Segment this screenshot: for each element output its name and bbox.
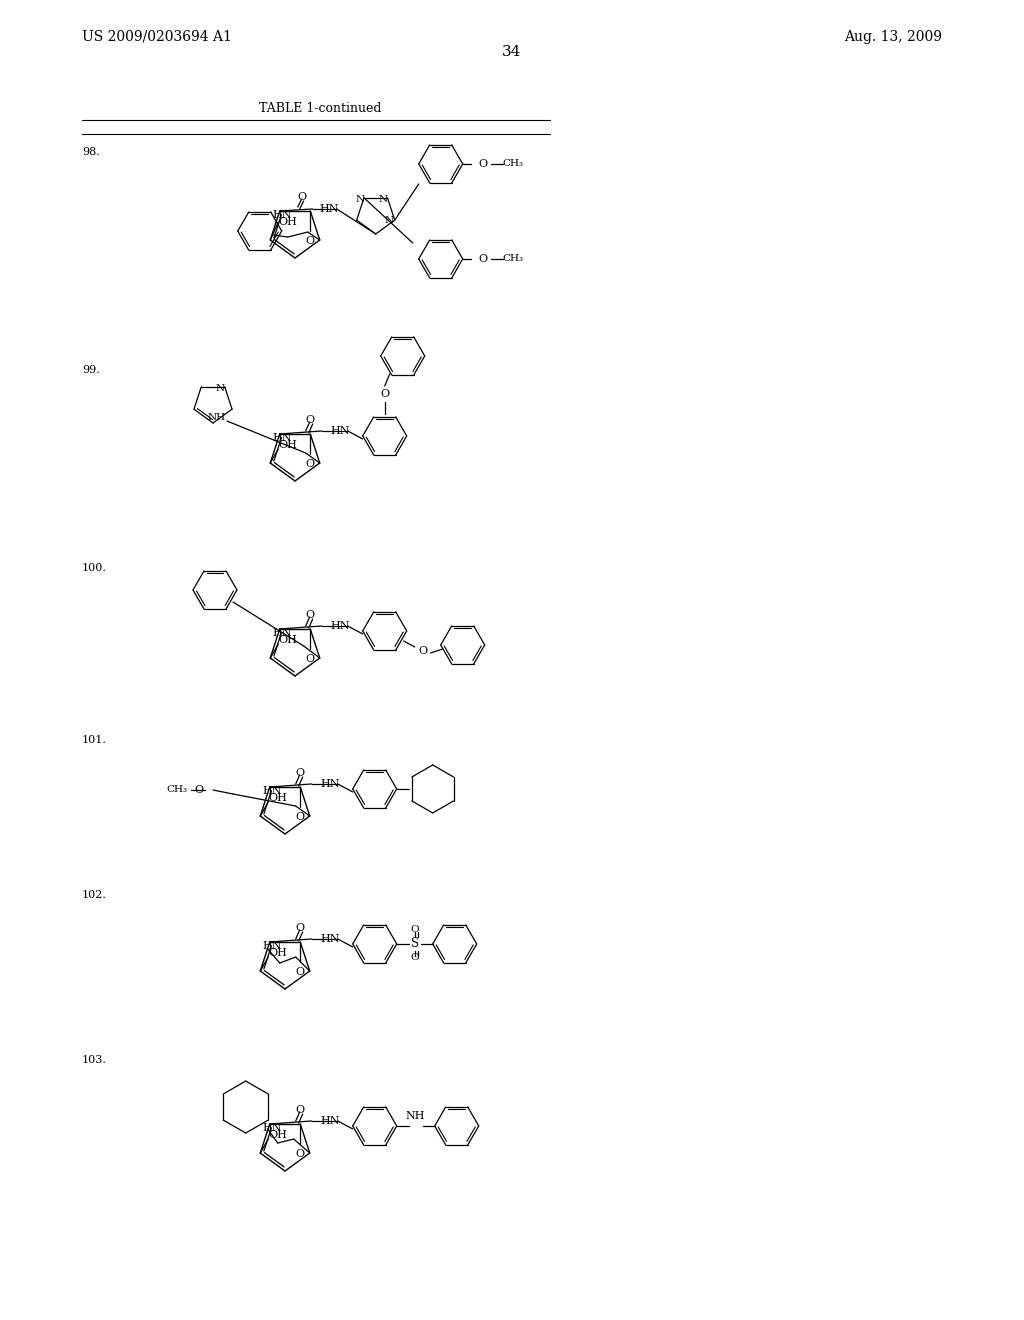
Text: HN: HN (272, 210, 292, 220)
Text: OH: OH (279, 216, 298, 227)
Text: NH: NH (406, 1111, 425, 1121)
Text: HN: HN (330, 426, 349, 436)
Text: 102.: 102. (82, 890, 106, 900)
Text: 34: 34 (503, 45, 521, 59)
Text: Aug. 13, 2009: Aug. 13, 2009 (844, 30, 942, 44)
Text: OH: OH (279, 440, 298, 450)
Text: O: O (296, 1148, 305, 1159)
Text: O: O (295, 923, 304, 933)
Text: TABLE 1-continued: TABLE 1-continued (259, 102, 381, 115)
Text: N: N (355, 195, 365, 205)
Text: O: O (306, 236, 314, 246)
Text: 100.: 100. (82, 564, 106, 573)
Text: O: O (296, 968, 305, 977)
Text: HN: HN (263, 941, 283, 950)
Text: CH₃: CH₃ (502, 255, 523, 264)
Text: O: O (478, 253, 487, 264)
Text: CH₃: CH₃ (167, 785, 187, 795)
Text: HN: HN (272, 433, 292, 444)
Text: O: O (411, 925, 419, 935)
Text: CH₃: CH₃ (502, 160, 523, 169)
Text: O: O (295, 1105, 304, 1115)
Text: N: N (379, 195, 388, 205)
Text: US 2009/0203694 A1: US 2009/0203694 A1 (82, 30, 231, 44)
Text: S: S (411, 937, 419, 950)
Text: HN: HN (330, 620, 349, 631)
Text: HN: HN (272, 628, 292, 638)
Text: OH: OH (269, 793, 288, 803)
Text: HN: HN (318, 205, 339, 214)
Text: OH: OH (269, 948, 288, 958)
Text: HN: HN (319, 1115, 340, 1126)
Text: O: O (411, 953, 419, 962)
Text: O: O (418, 645, 427, 656)
Text: O: O (296, 812, 305, 822)
Text: NH: NH (208, 412, 226, 421)
Text: O: O (380, 389, 389, 399)
Text: O: O (305, 610, 314, 620)
Text: HN: HN (319, 779, 340, 789)
Text: 98.: 98. (82, 147, 99, 157)
Text: O: O (295, 768, 304, 777)
Text: OH: OH (279, 635, 298, 645)
Text: 103.: 103. (82, 1055, 106, 1065)
Text: HN: HN (263, 1123, 283, 1133)
Text: HN: HN (319, 935, 340, 944)
Text: N: N (215, 384, 224, 393)
Text: OH: OH (269, 1130, 288, 1140)
Text: 101.: 101. (82, 735, 106, 744)
Text: HN: HN (263, 785, 283, 796)
Text: O: O (297, 191, 306, 202)
Text: O: O (306, 459, 314, 469)
Text: N: N (384, 215, 393, 224)
Text: O: O (305, 414, 314, 425)
Text: O: O (306, 653, 314, 664)
Text: O: O (195, 785, 204, 795)
Text: O: O (478, 158, 487, 169)
Text: 99.: 99. (82, 366, 99, 375)
